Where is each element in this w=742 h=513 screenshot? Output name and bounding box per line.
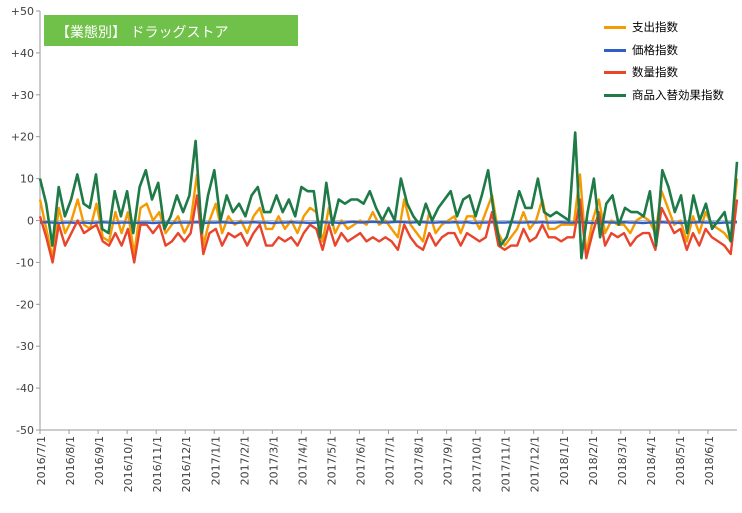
legend-label-quantity: 数量指数 <box>632 65 678 79</box>
x-tick-label: 2016/8/1 <box>64 436 77 485</box>
chart-legend: 支出指数 価格指数 数量指数 商品入替効果指数 <box>604 16 740 106</box>
y-tick-label: -50 <box>16 424 34 437</box>
y-tick-label: 0 <box>27 215 34 228</box>
x-tick-label: 2018/5/1 <box>674 436 687 485</box>
x-tick-label: 2017/8/1 <box>413 436 426 485</box>
y-tick-label: 10 <box>20 173 34 186</box>
y-tick-label: +30 <box>11 89 34 102</box>
series-line-0 <box>38 173 739 260</box>
x-tick-label: 2018/4/1 <box>645 436 658 485</box>
chart-title-box: 【業態別】 ドラッグストア <box>44 15 298 46</box>
x-tick-label: 2017/3/1 <box>267 436 280 485</box>
legend-swatch-price <box>604 48 626 52</box>
x-tick-label: 2018/1/1 <box>558 436 571 485</box>
x-tick-label: 2018/3/1 <box>616 436 629 485</box>
legend-swatch-spending <box>604 26 626 29</box>
x-tick-label: 2017/2/1 <box>238 436 251 485</box>
chart-title: 【業態別】 ドラッグストア <box>56 25 229 41</box>
x-tick-label: 2017/1/1 <box>209 436 222 485</box>
y-tick-label: -30 <box>16 340 34 353</box>
legend-item-quantity: 数量指数 <box>604 61 740 84</box>
legend-label-spending: 支出指数 <box>632 20 678 34</box>
x-tick-label: 2017/4/1 <box>296 436 309 485</box>
x-tick-label: 2017/11/1 <box>500 436 513 492</box>
x-tick-label: 2018/6/1 <box>703 436 716 485</box>
x-tick-label: 2016/7/1 <box>35 436 48 485</box>
x-tick-label: 2018/2/1 <box>587 436 600 485</box>
x-tick-label: 2017/5/1 <box>325 436 338 485</box>
legend-item-price: 価格指数 <box>604 39 740 62</box>
series-line-1 <box>39 220 738 225</box>
x-tick-label: 2016/12/1 <box>180 436 193 492</box>
y-tick-label: -20 <box>16 298 34 311</box>
legend-label-price: 価格指数 <box>632 42 678 57</box>
x-tick-label: 2016/9/1 <box>93 436 106 485</box>
x-tick-label: 2017/10/1 <box>471 436 484 492</box>
y-tick-label: -10 <box>16 256 34 269</box>
x-tick-label: 2017/6/1 <box>354 436 367 485</box>
legend-item-spending: 支出指数 <box>604 16 740 39</box>
y-tick-label: +50 <box>11 5 34 18</box>
y-tick-label: +40 <box>11 47 34 60</box>
x-tick-label: 2017/7/1 <box>384 436 397 485</box>
x-tick-label: 2016/11/1 <box>151 436 164 492</box>
legend-swatch-replacement <box>604 93 626 97</box>
legend-label-replacement: 商品入替効果指数 <box>632 87 724 102</box>
series-line-2 <box>38 194 739 264</box>
series-line-3 <box>38 131 739 260</box>
y-tick-label: +20 <box>11 131 34 144</box>
x-tick-label: 2017/9/1 <box>442 436 455 485</box>
x-tick-label: 2017/12/1 <box>529 436 542 492</box>
legend-swatch-quantity <box>604 71 626 74</box>
legend-item-replacement: 商品入替効果指数 <box>604 84 740 107</box>
y-tick-label: -40 <box>16 382 34 395</box>
x-tick-label: 2016/10/1 <box>122 436 135 492</box>
